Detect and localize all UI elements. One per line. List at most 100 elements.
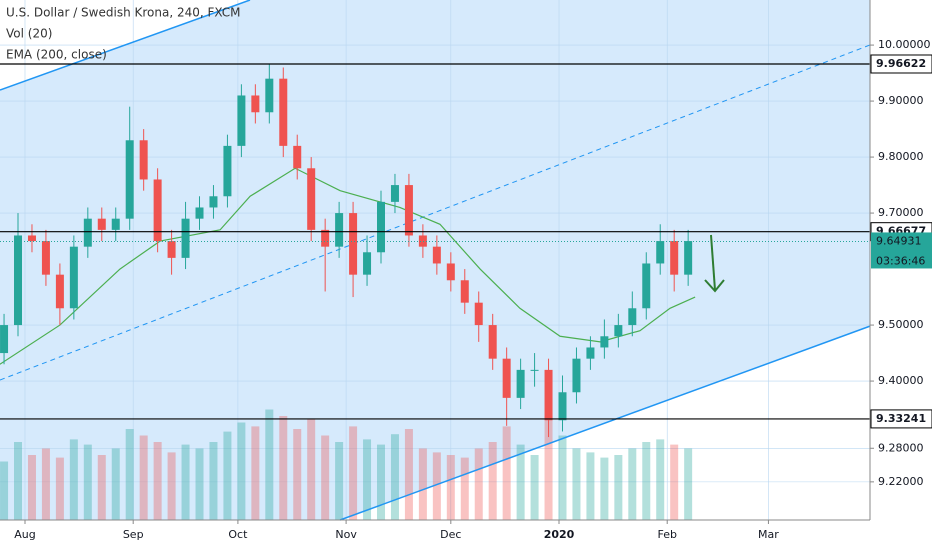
x-tick-label: Aug <box>14 528 35 541</box>
volume-bar <box>670 444 679 520</box>
last-price-label: 9.64931 <box>876 234 922 247</box>
volume-bar <box>167 452 176 520</box>
price-axis <box>870 0 932 550</box>
candle-body <box>502 358 511 398</box>
candle-body <box>418 235 427 247</box>
x-tick-label: Sep <box>123 528 144 541</box>
candle-body <box>223 145 232 197</box>
candle-body <box>139 140 148 180</box>
volume-bar <box>251 426 260 520</box>
volume-bar <box>279 416 288 520</box>
volume-bar <box>223 431 232 520</box>
volume-bar <box>614 455 623 520</box>
volume-bar <box>558 435 567 520</box>
volume-bar <box>474 448 483 520</box>
countdown-label: 03:36:46 <box>876 254 925 267</box>
volume-bar <box>97 455 106 520</box>
x-tick-label: Oct <box>228 528 248 541</box>
volume-bar <box>460 457 469 520</box>
x-tick-label: Mar <box>758 528 779 541</box>
candle-body <box>55 274 64 309</box>
volume-bar <box>237 422 246 520</box>
volume-bar <box>27 455 36 520</box>
y-tick-label: 9.80000 <box>878 150 924 163</box>
volume-bar <box>363 439 372 520</box>
candle-body <box>656 241 665 264</box>
volume-bar <box>488 442 497 520</box>
trend-line <box>0 0 251 91</box>
volume-bar <box>111 448 120 520</box>
volume-bar <box>377 444 386 520</box>
volume-bar <box>195 448 204 520</box>
volume-bar <box>586 452 595 520</box>
candle-body <box>488 325 497 359</box>
y-tick-label: 9.70000 <box>878 206 924 219</box>
candle-body <box>125 140 134 219</box>
candle-body <box>111 218 120 230</box>
candle-body <box>41 241 50 275</box>
candle-body <box>167 241 176 258</box>
volume-bar <box>656 439 665 520</box>
candle-body <box>404 185 413 236</box>
candle-body <box>544 369 553 421</box>
x-tick-label: Nov <box>335 528 357 541</box>
price-label: 9.33241 <box>876 412 926 425</box>
candle-body <box>558 392 567 421</box>
candle-body <box>237 95 246 146</box>
price-label-box <box>870 54 932 74</box>
volume-bar <box>516 444 525 520</box>
volume-bar <box>0 461 9 520</box>
candle-body <box>390 185 399 202</box>
candle-body <box>321 229 330 247</box>
candle-body <box>265 78 274 113</box>
volume-bar <box>321 435 330 520</box>
candle-body <box>377 201 386 253</box>
volume-bar <box>349 426 358 520</box>
candle-body <box>516 369 525 398</box>
volume-bar <box>446 455 455 520</box>
volume-bar <box>642 442 651 520</box>
candle-body <box>209 196 218 208</box>
candle-body <box>684 241 693 275</box>
volume-bar <box>418 448 427 520</box>
candle-body <box>586 347 595 359</box>
chart-title: U.S. Dollar / Swedish Krona, 240, FXCM <box>6 6 240 20</box>
price-label-box <box>870 409 932 429</box>
candle-body <box>530 369 539 371</box>
candle-body <box>181 218 190 258</box>
y-tick-label: 9.50000 <box>878 318 924 331</box>
indicator-label: Vol (20) <box>6 27 52 41</box>
volume-bar <box>209 442 218 520</box>
volume-bar <box>139 435 148 520</box>
volume-bar <box>404 429 413 520</box>
volume-bar <box>390 434 399 520</box>
volume-bar <box>265 409 274 520</box>
candle-body <box>614 325 623 337</box>
candle-body <box>0 325 9 354</box>
candle-body <box>432 246 441 264</box>
trend-line <box>339 325 871 521</box>
y-tick-label: 10.00000 <box>878 38 931 51</box>
candle-body <box>307 168 316 230</box>
x-tick-label: 2020 <box>544 528 575 541</box>
candle-body <box>349 213 358 275</box>
candle-body <box>279 78 288 146</box>
volume-bar <box>432 452 441 520</box>
volume-bar <box>69 439 78 520</box>
volume-bar <box>55 457 64 520</box>
candle-body <box>628 308 637 326</box>
volume-bar <box>502 426 511 520</box>
candle-body <box>474 302 483 326</box>
volume-bar <box>153 442 162 520</box>
y-tick-label: 9.28000 <box>878 441 924 454</box>
candle-body <box>14 235 23 326</box>
volume-bar <box>572 448 581 520</box>
volume-bar <box>530 455 539 520</box>
candle-body <box>335 213 344 247</box>
candle-body <box>153 179 162 242</box>
volume-bar <box>307 418 316 520</box>
candle-body <box>572 358 581 393</box>
volume-bar <box>335 442 344 520</box>
